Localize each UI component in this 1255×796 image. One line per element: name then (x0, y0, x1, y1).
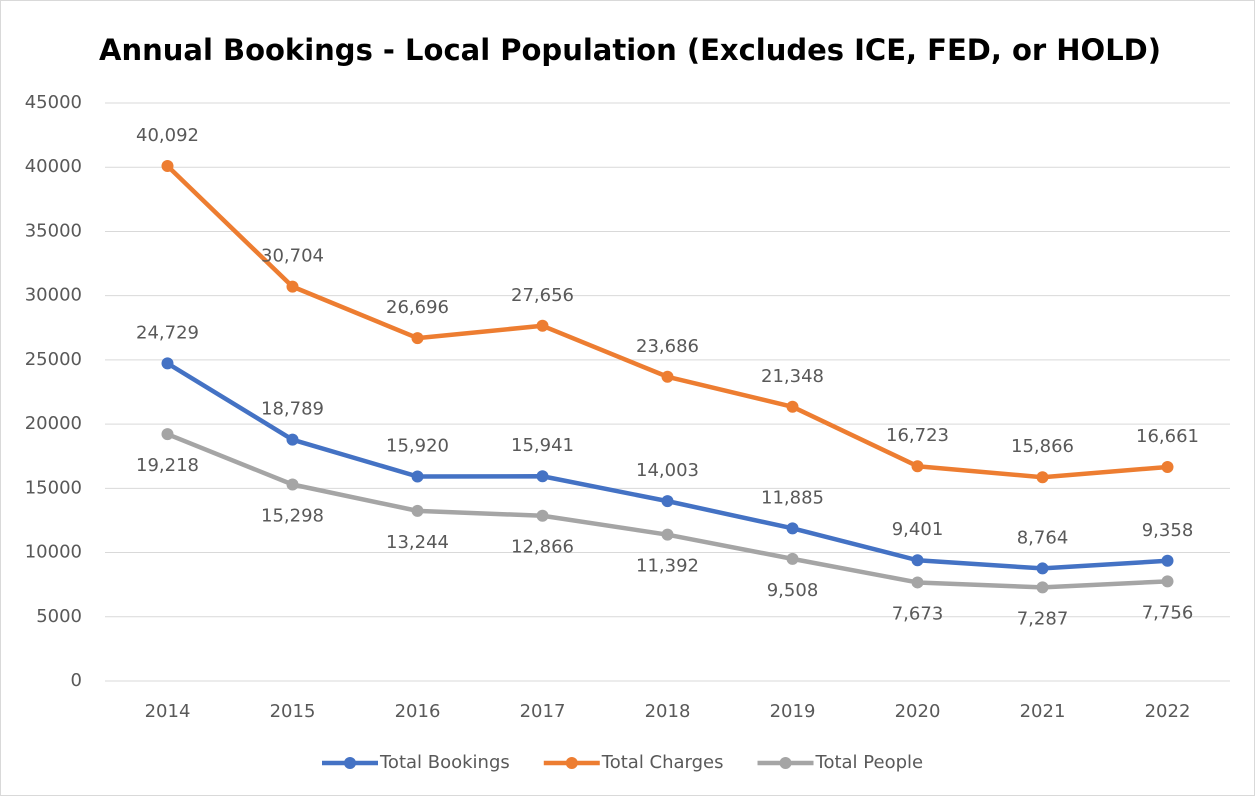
y-tick-label: 30000 (25, 285, 82, 306)
y-tick-label: 45000 (25, 92, 82, 113)
point (1036, 471, 1049, 484)
data-label: 30,704 (261, 246, 324, 267)
point (1161, 460, 1174, 473)
data-label: 13,244 (386, 532, 449, 553)
data-label: 15,941 (511, 435, 574, 456)
data-label: 11,885 (761, 487, 824, 508)
y-tick-label: 15000 (25, 477, 82, 498)
x-tick-label: 2017 (520, 701, 566, 722)
data-label: 9,401 (892, 519, 944, 540)
point (1161, 575, 1174, 588)
y-tick-label: 0 (71, 670, 82, 691)
y-tick-label: 20000 (25, 413, 82, 434)
legend-label: Total People (815, 752, 924, 773)
point (1036, 562, 1049, 575)
point (1161, 554, 1174, 567)
chart-title: Annual Bookings - Local Population (Excl… (99, 33, 1161, 67)
point (786, 400, 799, 413)
point (411, 332, 424, 345)
point (161, 428, 174, 441)
point (911, 460, 924, 473)
point (786, 552, 799, 565)
point (1036, 581, 1049, 594)
data-label: 7,756 (1142, 602, 1194, 623)
legend-marker (779, 757, 792, 769)
data-label: 27,656 (511, 285, 574, 306)
data-label: 15,866 (1011, 436, 1074, 457)
data-label: 19,218 (136, 455, 199, 476)
point (286, 433, 299, 446)
data-label: 26,696 (386, 297, 449, 318)
y-tick-label: 25000 (25, 349, 82, 370)
x-tick-label: 2015 (270, 701, 316, 722)
y-tick-label: 40000 (25, 156, 82, 177)
x-tick-label: 2020 (895, 701, 941, 722)
point (536, 509, 549, 522)
y-tick-label: 35000 (25, 220, 82, 241)
data-label: 8,764 (1017, 527, 1069, 548)
x-tick-label: 2021 (1020, 701, 1066, 722)
point (536, 470, 549, 483)
legend-label: Total Charges (601, 752, 724, 773)
point (786, 522, 799, 535)
data-label: 9,358 (1142, 520, 1194, 541)
point (286, 280, 299, 293)
x-tick-label: 2016 (395, 701, 441, 722)
data-label: 16,723 (886, 425, 949, 446)
point (661, 495, 674, 508)
legend-label: Total Bookings (379, 752, 510, 773)
legend-marker (565, 757, 578, 769)
data-label: 18,789 (261, 399, 324, 420)
y-tick-label: 5000 (36, 606, 82, 627)
x-tick-label: 2018 (645, 701, 691, 722)
x-tick-label: 2019 (770, 701, 816, 722)
data-label: 7,287 (1017, 608, 1069, 629)
data-label: 15,920 (386, 436, 449, 457)
data-label: 21,348 (761, 366, 824, 387)
point (286, 478, 299, 491)
x-tick-label: 2022 (1145, 701, 1191, 722)
data-label: 11,392 (636, 556, 699, 577)
point (161, 357, 174, 370)
point (161, 160, 174, 173)
data-label: 16,661 (1136, 426, 1199, 447)
point (911, 576, 924, 589)
point (536, 319, 549, 332)
point (411, 470, 424, 483)
x-tick-label: 2014 (145, 701, 191, 722)
legend-marker (344, 757, 356, 769)
data-label: 23,686 (636, 336, 699, 357)
data-label: 12,866 (511, 537, 574, 558)
point (661, 370, 674, 383)
point (911, 554, 924, 567)
data-label: 9,508 (767, 580, 819, 601)
data-label: 24,729 (136, 322, 199, 343)
data-label: 15,298 (261, 506, 324, 527)
point (661, 528, 674, 541)
point (411, 504, 424, 517)
data-label: 7,673 (892, 603, 944, 624)
y-tick-label: 10000 (25, 542, 82, 563)
data-label: 14,003 (636, 460, 699, 481)
data-label: 40,092 (136, 125, 199, 146)
